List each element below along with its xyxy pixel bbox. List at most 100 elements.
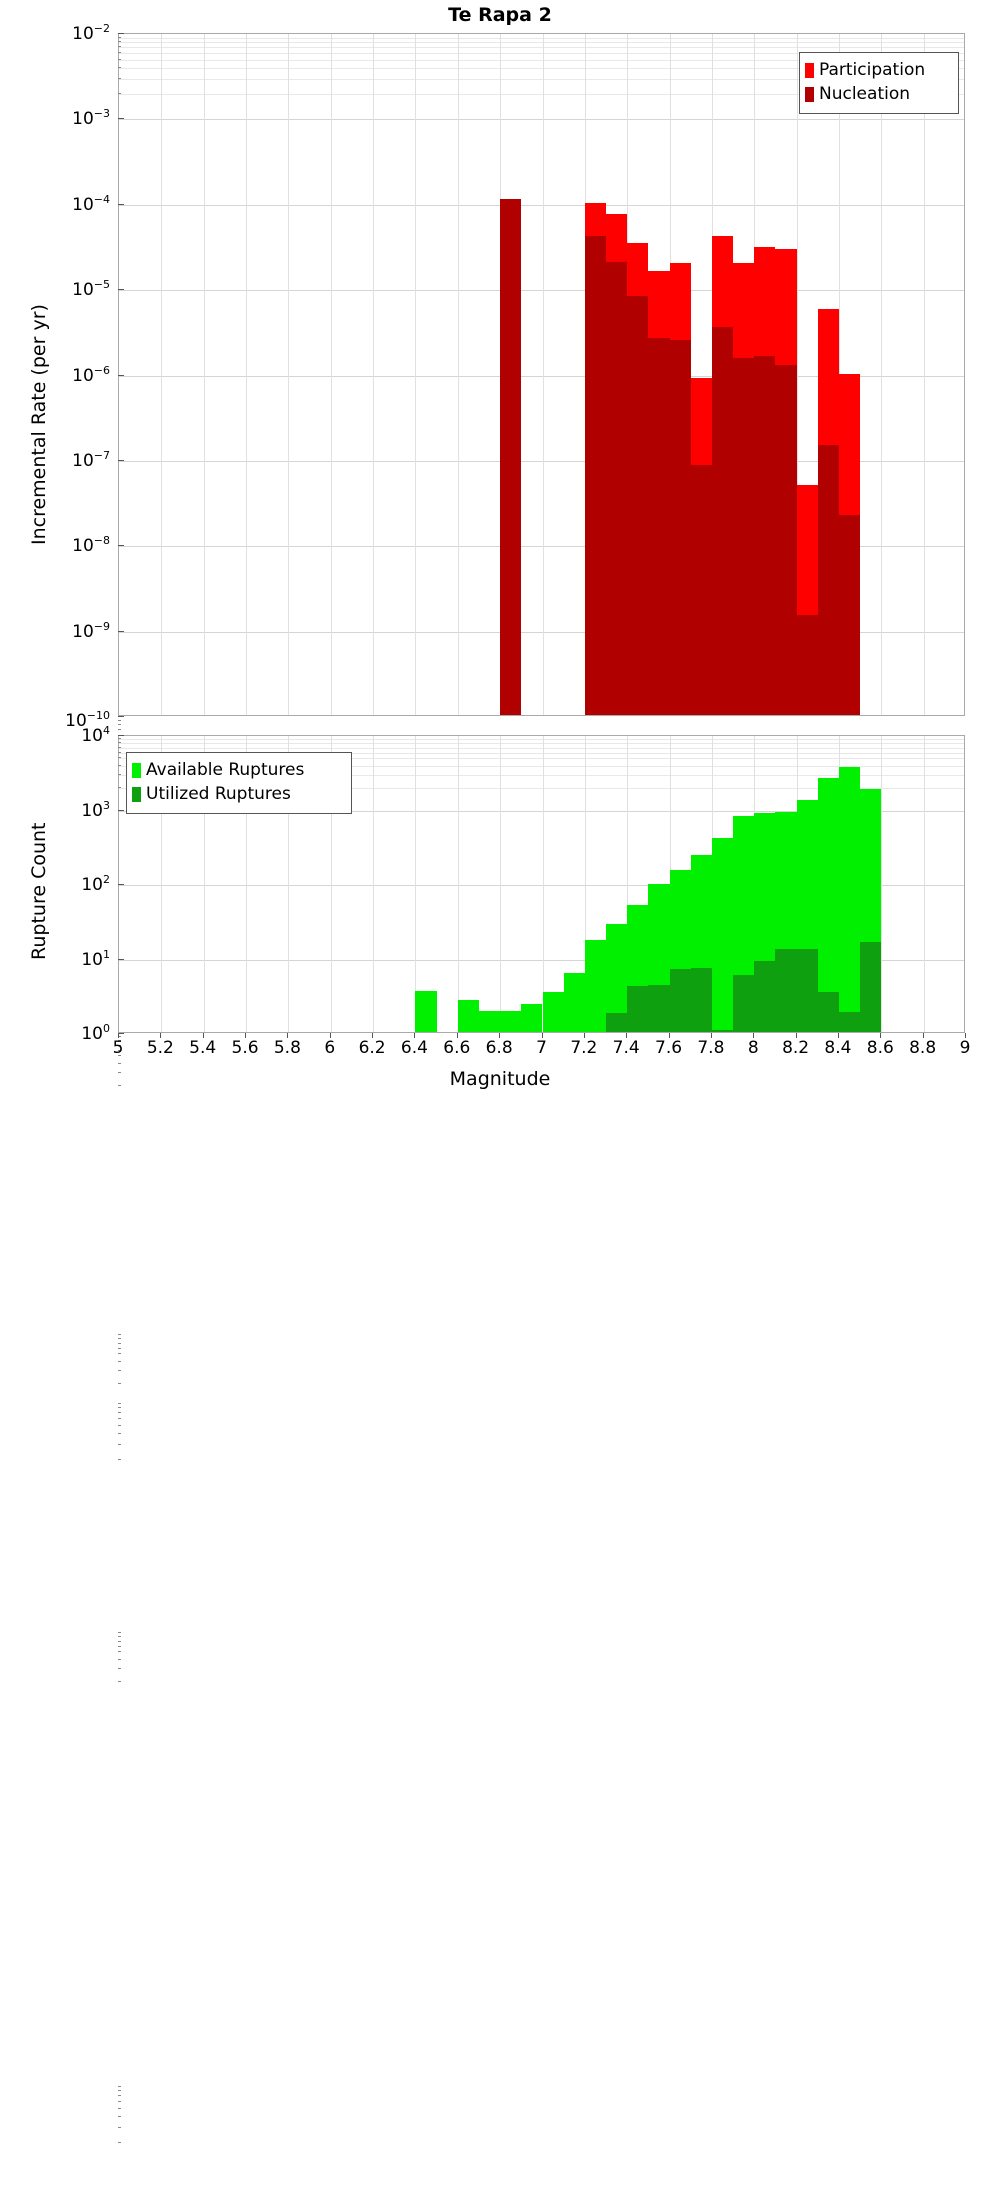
bar-bin [542, 736, 564, 1032]
y-minor-tickmark [118, 773, 121, 775]
y-minor-tickmark [118, 1369, 121, 1371]
y-minor-tickmark [118, 757, 121, 759]
y-minor-tickmark [118, 1651, 121, 1653]
y-minor-tickmark [118, 2126, 121, 2128]
x-tickmark [710, 1033, 712, 1038]
bar-segment-inner [584, 235, 607, 715]
bar-bin [563, 736, 585, 1032]
vertical-gridline [457, 736, 459, 1032]
y-minor-tickmark [118, 1667, 121, 1669]
x-axis-label: Magnitude [449, 1068, 551, 1090]
bar-segment-inner [627, 985, 649, 1032]
bar-segment-inner [711, 1030, 734, 1032]
y-minor-tickmark [118, 1458, 121, 1460]
bar-segment-inner [754, 356, 776, 715]
bar-bin [415, 736, 437, 1032]
x-tick-label: 5.6 [231, 1038, 259, 1058]
bar-bin [796, 736, 818, 1032]
x-tickmark [287, 1033, 289, 1038]
y-tick-label: 10−9 [72, 619, 110, 642]
bar-bin [606, 34, 628, 715]
y-tick-label: 104 [81, 724, 110, 746]
y-tick-label: 10−4 [72, 192, 110, 215]
vertical-gridline [542, 736, 544, 1032]
bar-bin [817, 34, 839, 715]
y-minor-tickmark [118, 41, 121, 43]
chart-page: Te Rapa 2 10−2 10−3 10−4 10−5 10−6 10−7 10−8 10… [28, 4, 970, 2143]
y-major-tickmark [118, 289, 124, 291]
bar-segment-outer [563, 972, 585, 1032]
y-minor-tickmark [118, 1432, 121, 1434]
vertical-gridline [203, 34, 205, 715]
x-tick-label: 8.2 [782, 1038, 810, 1058]
y-minor-tickmark [118, 1632, 121, 1634]
y-minor-tickmark [118, 1040, 121, 1042]
y-tick-label: 101 [81, 947, 110, 970]
gridline-minor [119, 47, 964, 49]
bar-bin [690, 736, 712, 1032]
vertical-gridline [923, 736, 925, 1032]
y-minor-tickmark [118, 1407, 121, 1409]
bar-bin [669, 34, 691, 715]
gridline-major [119, 546, 964, 548]
vertical-gridline [288, 34, 290, 715]
bar-segment-outer [838, 767, 861, 1032]
y-minor-tickmark [118, 1640, 121, 1642]
x-tick-label: 6.4 [400, 1038, 428, 1058]
y-minor-tickmark [118, 1055, 121, 1057]
x-tick-label: 6.6 [443, 1038, 471, 1058]
bar-bin [754, 34, 776, 715]
bar-segment-outer [415, 991, 437, 1032]
x-tickmark [965, 1033, 966, 1038]
y-major-tickmark [118, 884, 124, 885]
bar-segment-outer [606, 924, 628, 1032]
y-minor-tickmark [118, 2141, 121, 2143]
legend-swatch [805, 86, 814, 102]
gridline-minor [119, 758, 964, 760]
page-title: Te Rapa 2 [448, 4, 552, 26]
gridline-minor [119, 59, 964, 61]
y-minor-tickmark [118, 1443, 121, 1445]
y-major-tickmark [118, 1033, 124, 1034]
x-tickmark [118, 1033, 119, 1038]
bar-bin [627, 736, 649, 1032]
bar-bin [838, 34, 861, 715]
vertical-gridline [584, 736, 586, 1032]
bar-segment-outer [711, 838, 734, 1032]
x-tick-label: 7.2 [570, 1038, 598, 1058]
x-tick-label: 5 [112, 1038, 124, 1058]
bar-segment-inner [627, 296, 649, 715]
x-tick-label: 7.6 [655, 1038, 683, 1058]
gridline-major [119, 375, 964, 377]
bar-segment-inner [669, 339, 691, 715]
gridline-major [119, 119, 964, 121]
y-minor-tickmark [118, 764, 121, 766]
gridline-minor [119, 765, 964, 767]
vertical-gridline [246, 736, 248, 1032]
bar-bin [860, 736, 882, 1032]
gridline-minor [119, 752, 964, 754]
bar-segment-outer [542, 992, 564, 1032]
y-minor-tickmark [118, 751, 121, 753]
y-minor-tickmark [118, 2100, 121, 2102]
y-minor-tickmark [118, 1424, 121, 1426]
y-minor-tickmark [118, 1636, 121, 1638]
x-tickmark [583, 1033, 585, 1038]
y-minor-tickmark [118, 729, 121, 731]
bar-segment-inner [711, 327, 734, 715]
gridline-minor [119, 774, 964, 776]
bar-segment-inner [817, 992, 839, 1032]
x-tickmark [626, 1033, 628, 1038]
bar-bin [500, 736, 522, 1032]
bar-segment-inner [775, 365, 797, 715]
x-tick-label: 7 [536, 1038, 547, 1058]
x-tickmark [202, 1033, 204, 1038]
legend-label: Nucleation [819, 83, 911, 104]
bar-segment-inner [606, 262, 628, 715]
y-major-tickmark [118, 545, 124, 547]
x-tickmark [414, 1033, 416, 1038]
y-minor-tickmark [118, 1383, 121, 1385]
vertical-gridline [288, 736, 290, 1032]
y-minor-tickmark [118, 1071, 121, 1073]
y-major-tickmark [118, 203, 124, 205]
